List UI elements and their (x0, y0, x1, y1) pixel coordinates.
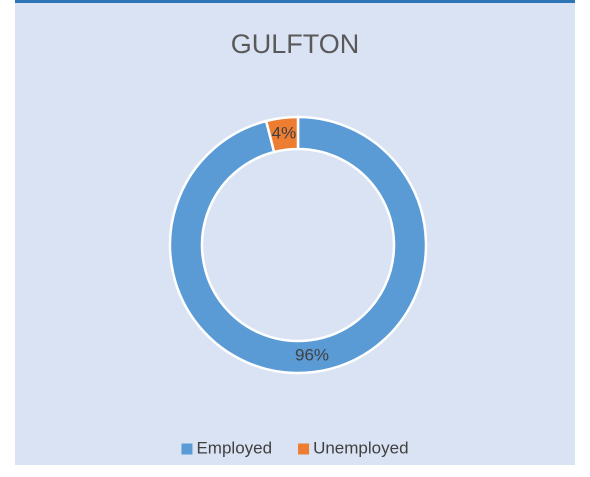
legend-label: Employed (196, 438, 272, 457)
legend-label: Unemployed (313, 438, 408, 457)
donut-slice (168, 115, 428, 375)
top-border (15, 0, 575, 3)
chart-area (15, 0, 575, 465)
legend-swatch (298, 443, 310, 455)
chart-title: GULFTON (231, 29, 360, 59)
donut-slice (264, 115, 300, 154)
legend-swatch (181, 443, 193, 455)
data-label: 96% (295, 346, 329, 365)
data-label: 4% (272, 123, 297, 142)
